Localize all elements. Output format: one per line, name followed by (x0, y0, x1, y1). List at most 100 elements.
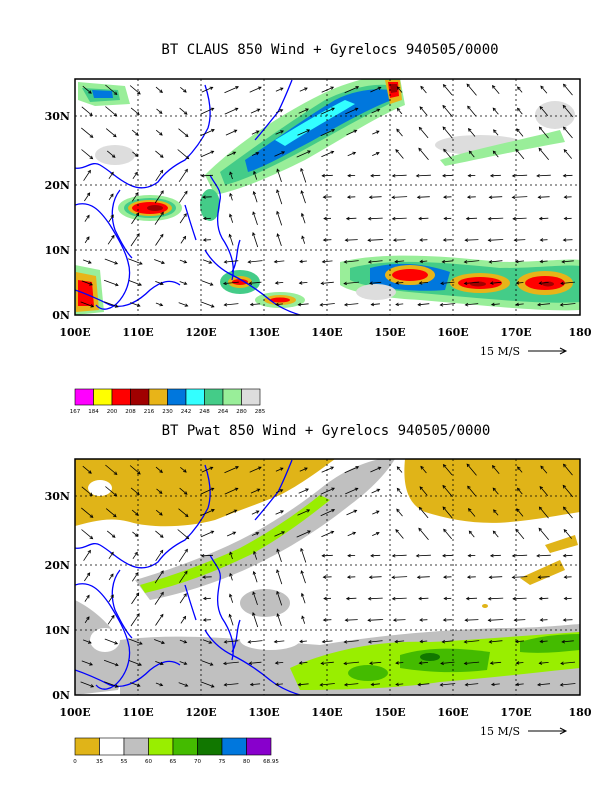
wind-arrow-head (183, 593, 187, 597)
wind-arrow-shaft (516, 128, 524, 137)
wind-arrow-shaft (512, 196, 528, 198)
wind-arrow-head (252, 611, 256, 616)
wind-arrow-head (159, 132, 163, 136)
wind-arrow-head (139, 641, 143, 645)
y-tick-label: 10N (45, 624, 70, 637)
wind-arrow-head (347, 553, 351, 558)
wind-arrow-head (563, 575, 568, 579)
wind-arrow-shaft (179, 213, 187, 224)
colorbar-label: 65 (170, 759, 177, 765)
wind-arrow-shaft (345, 619, 358, 621)
wind-arrow-head (396, 508, 400, 513)
panel1-title: BT CLAUS 850 Wind + Gyrelocs 940505/0000 (161, 42, 498, 58)
wind-arrow-head (515, 661, 520, 665)
wind-arrow-head (442, 104, 446, 109)
wind-arrow-shaft (224, 640, 239, 643)
wind-arrow-head (159, 469, 163, 473)
wind-arrow-head (273, 639, 278, 644)
colorbar-swatch (123, 737, 149, 756)
wind-arrow-shaft (443, 149, 453, 160)
wind-arrow-head (134, 551, 138, 556)
wind-arrow-head (538, 281, 543, 285)
y-tick-label: 0N (52, 689, 70, 702)
wind-arrow-shaft (372, 152, 380, 156)
wind-arrow-shaft (321, 466, 334, 473)
wind-arrow-shaft (345, 488, 358, 495)
wind-arrow-shaft (468, 508, 476, 517)
wind-arrow-head (369, 661, 373, 665)
wind-arrow-head (228, 613, 232, 618)
wind-arrow-shaft (297, 129, 310, 136)
wind-arrow-head (136, 303, 141, 307)
wind-arrow-head (442, 126, 447, 131)
wind-arrow-head (159, 169, 164, 174)
wind-arrow-shaft (224, 86, 239, 94)
wind-arrow-shaft (299, 640, 307, 643)
wind-arrow-shaft (275, 303, 283, 305)
wind-arrow-shaft (517, 488, 523, 495)
wind-arrow-head (488, 259, 493, 264)
wind-arrow-shaft (129, 465, 141, 475)
wind-arrow-shaft (344, 661, 360, 664)
wind-arrow-head (161, 640, 165, 645)
wind-arrow-head (211, 508, 215, 513)
wind-arrow-shaft (229, 214, 234, 223)
colorbar-label: 75 (219, 759, 226, 765)
wind-arrow-shaft (395, 282, 404, 284)
wind-arrow-head (200, 173, 205, 178)
wind-arrow-head (370, 302, 375, 307)
x-tick-label: 180 (569, 326, 592, 339)
wind-arrow-head (252, 591, 256, 595)
wind-arrow-head (562, 463, 567, 468)
wind-arrow-shaft (515, 529, 525, 540)
wind-arrow-shaft (179, 281, 187, 285)
wind-arrow-shaft (344, 683, 359, 686)
y-tick-label: 20N (45, 179, 70, 192)
wind-arrow-shaft (225, 129, 237, 136)
wind-arrow-head (320, 661, 325, 665)
y-tick-label: 20N (45, 559, 70, 572)
wind-arrow-head (345, 216, 350, 221)
wind-arrow-shaft (155, 614, 164, 626)
colorbar-label: 230 (162, 409, 173, 415)
wind-arrow-head (367, 216, 372, 221)
wind-arrow-shaft (103, 279, 119, 286)
wind-arrow-shaft (81, 149, 93, 160)
colorbar-label: 35 (96, 759, 103, 765)
wind-arrow-head (281, 531, 286, 535)
wind-arrow-head (160, 591, 164, 596)
wind-arrow-head (563, 596, 568, 601)
wind-arrow-shaft (224, 683, 239, 686)
y-tick-label: 10N (45, 244, 70, 257)
wind-arrow-shaft (517, 108, 523, 115)
wind-arrow-shaft (201, 86, 213, 93)
wind-arrow-shaft (395, 662, 404, 664)
wind-arrow-head (300, 212, 305, 217)
wind-arrow-head (275, 302, 279, 307)
wind-arrow-head (466, 463, 471, 468)
wind-arrow-head (86, 594, 90, 599)
wind-arrow-head (442, 83, 447, 88)
wind-arrow-shaft (155, 234, 164, 246)
wind-arrow-head (232, 531, 237, 535)
wind-arrow-head (463, 281, 468, 286)
wind-arrow-head (488, 639, 493, 644)
wind-arrow-head (111, 234, 115, 239)
wind-arrow-head (208, 260, 213, 264)
wind-arrow-head (442, 484, 446, 489)
wind-arrow-shaft (299, 467, 308, 472)
wind-arrow-head (464, 302, 469, 307)
wind-arrow-head (466, 83, 471, 88)
claus-field (75, 79, 580, 315)
wind-arrow-shaft (393, 239, 406, 241)
wind-arrow-shaft (178, 302, 188, 307)
wind-arrow-head (418, 596, 422, 601)
wind-arrow-head (367, 618, 371, 622)
wind-arrow-shaft (418, 507, 429, 519)
wind-arrow-head (184, 570, 188, 575)
wind-arrow-shaft (562, 485, 574, 498)
wind-arrow-head (487, 238, 492, 242)
wind-arrow-head (135, 592, 140, 597)
wind-arrow-head (183, 260, 188, 264)
wind-arrow-head (159, 89, 163, 93)
